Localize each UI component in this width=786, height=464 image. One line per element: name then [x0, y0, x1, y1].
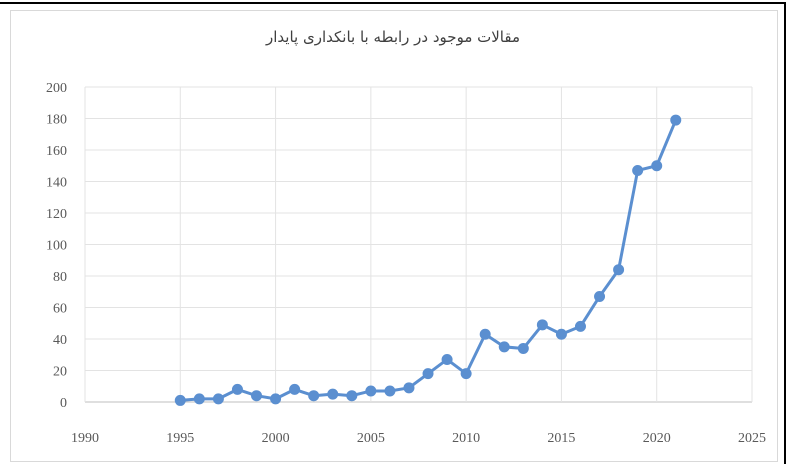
data-point — [670, 114, 682, 126]
data-point — [460, 368, 472, 380]
y-tick-label: 40 — [53, 333, 67, 348]
data-point — [327, 388, 339, 400]
chart-title: مقالات موجود در رابطه با بانکداری پایدار — [266, 28, 520, 46]
data-point — [479, 328, 491, 340]
y-tick-label: 140 — [46, 176, 67, 191]
right-border-line — [784, 2, 786, 464]
x-tick-label: 1995 — [166, 431, 194, 446]
data-point — [632, 164, 644, 176]
data-point — [517, 342, 529, 354]
y-tick-label: 20 — [53, 365, 67, 380]
data-point — [651, 160, 663, 172]
data-point — [574, 320, 586, 332]
y-tick-label: 120 — [46, 207, 67, 222]
data-point — [594, 290, 606, 302]
data-point — [384, 385, 396, 397]
data-point — [231, 383, 243, 395]
data-point — [174, 394, 186, 406]
x-tick-label: 2000 — [262, 431, 290, 446]
y-tick-label: 200 — [46, 81, 67, 96]
y-tick-label: 60 — [53, 302, 67, 317]
data-point — [212, 393, 224, 405]
data-point — [613, 264, 625, 276]
data-point — [555, 328, 567, 340]
x-tick-label: 1990 — [71, 431, 99, 446]
x-tick-label: 2015 — [547, 431, 575, 446]
y-tick-label: 160 — [46, 144, 67, 159]
x-tick-label: 2005 — [357, 431, 385, 446]
data-point — [365, 385, 377, 397]
y-tick-label: 80 — [53, 270, 67, 285]
top-border-line — [0, 2, 786, 4]
data-point — [289, 383, 301, 395]
x-tick-label: 2025 — [738, 431, 766, 446]
data-point — [536, 319, 548, 331]
data-point — [422, 368, 434, 380]
y-tick-label: 100 — [46, 239, 67, 254]
x-tick-label: 2010 — [452, 431, 480, 446]
data-point — [270, 393, 282, 405]
data-point — [498, 341, 510, 353]
y-tick-label: 180 — [46, 113, 67, 128]
y-tick-label: 0 — [60, 396, 67, 411]
series-line — [180, 119, 678, 402]
x-tick-label: 2020 — [643, 431, 671, 446]
chart-area — [10, 10, 778, 462]
data-point — [441, 353, 453, 365]
data-point — [193, 393, 205, 405]
data-point — [403, 382, 415, 394]
data-point — [308, 390, 320, 402]
data-point — [251, 390, 263, 402]
data-point — [346, 390, 358, 402]
